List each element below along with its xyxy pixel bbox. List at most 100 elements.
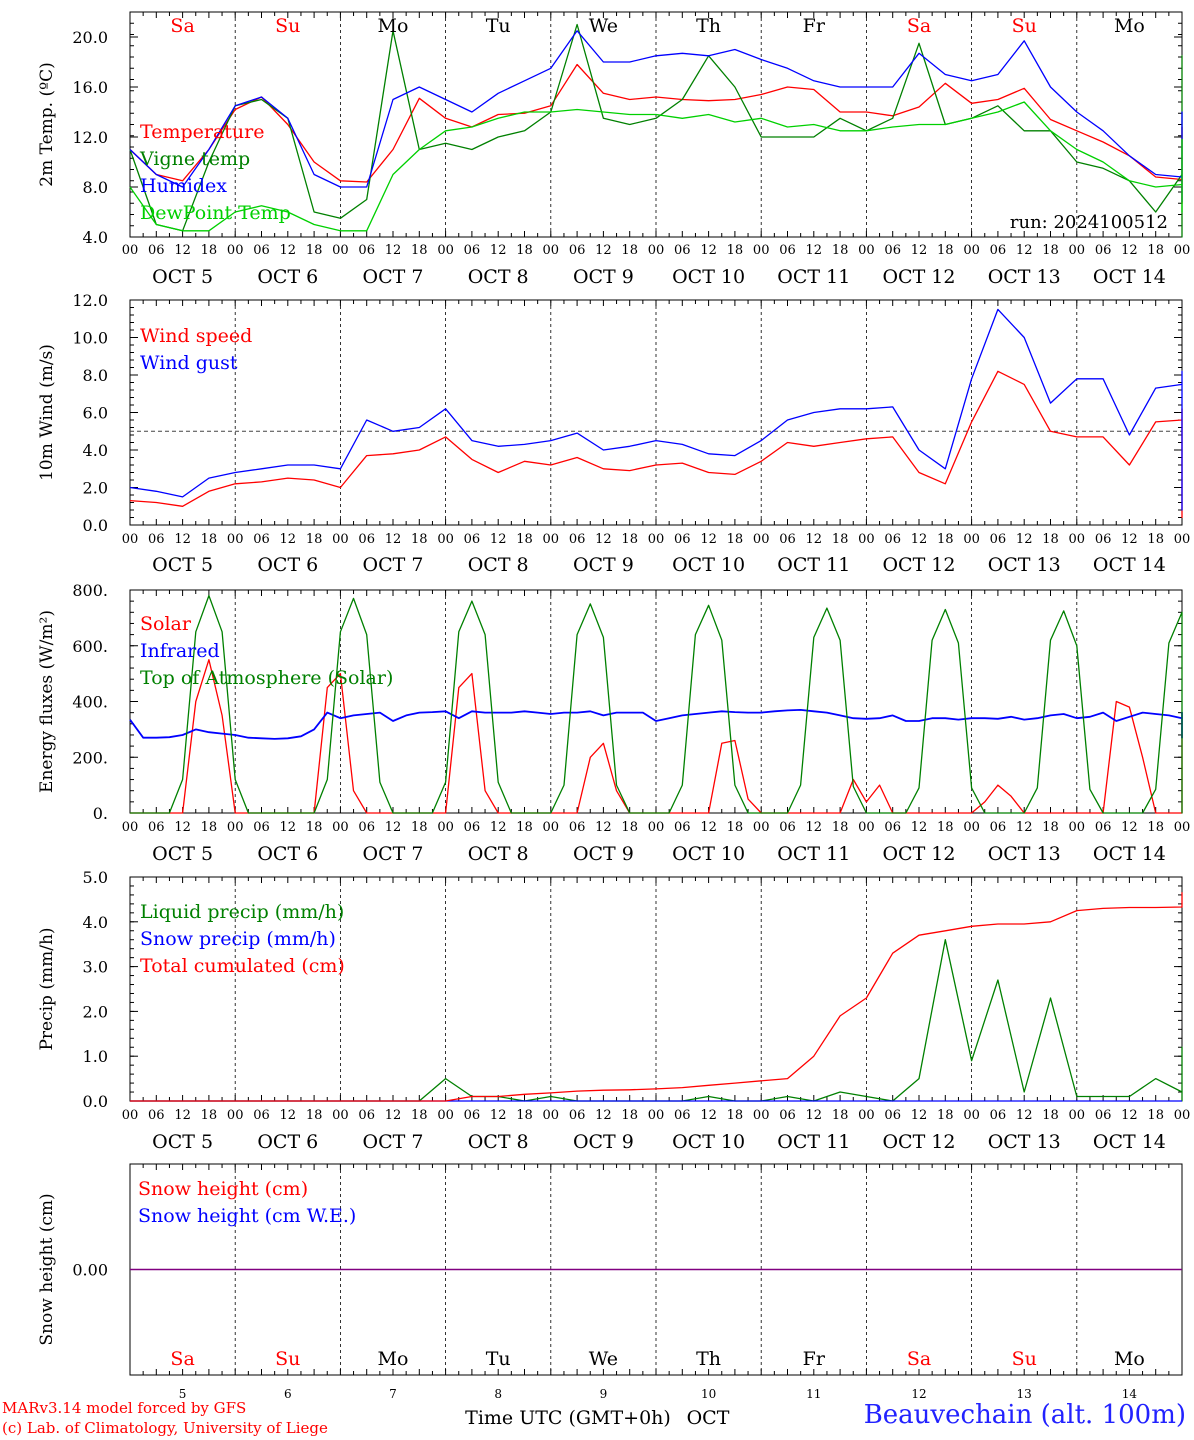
y-tick-label: 800. [72,581,108,600]
hour-tick-label: 18 [937,820,954,835]
y-tick-label: 0. [93,804,108,823]
hour-tick-label: 06 [674,1108,691,1123]
hour-tick-label: 18 [832,243,849,258]
legend-entry: Snow precip (mm/h) [140,928,336,950]
hour-tick-label: 00 [437,243,454,258]
y-tick-label: 0.0 [83,516,108,535]
day-name: Sa [170,15,194,37]
hour-tick-label: 18 [516,532,533,547]
series-solar [130,659,1183,814]
hour-tick-label: 06 [358,532,375,547]
hour-tick-label: 00 [122,820,139,835]
hour-tick-label: 06 [779,820,796,835]
y-tick-label: 4.0 [83,228,108,247]
hour-tick-label: 00 [753,243,770,258]
hour-tick-label: 06 [358,243,375,258]
day-name: Sa [907,1348,931,1370]
day-name: Su [275,15,300,37]
hour-tick-label: 18 [937,1108,954,1123]
day-name: Fr [803,15,826,37]
hour-tick-label: 00 [1174,243,1191,258]
hour-tick-label: 12 [806,1108,823,1123]
legend-entry: DewPoint Temp [140,202,291,224]
hour-tick-label: 06 [779,243,796,258]
panel-wind: 0.0 2.0 4.0 6.0 8.0 10.0 12.0 10m Wind (m/s) Win… [37,291,1190,576]
date-label: OCT 6 [257,554,318,576]
hour-tick-label: 12 [1016,532,1033,547]
y-tick-label: 400. [72,693,108,712]
hour-tick-label: 18 [1042,1108,1059,1123]
hour-tick-label: 18 [1147,243,1164,258]
date-label: OCT 8 [468,1131,529,1153]
legend-entry: Total cumulated (cm) [140,955,345,977]
hour-tick-label: 18 [832,532,849,547]
day-name: Th [696,1348,721,1370]
series-wind-gust [129,308,1183,511]
hour-tick-label: 12 [280,820,297,835]
day-name: Su [1012,15,1037,37]
date-label: OCT 6 [257,266,318,288]
hour-tick-label: 00 [1069,820,1086,835]
hour-tick-label: 18 [621,243,638,258]
hour-tick-label: 06 [674,532,691,547]
lab-credit: (c) Lab. of Climatology, University of L… [2,1419,328,1437]
day-name: Mo [1114,15,1145,37]
date-label: OCT 13 [988,554,1061,576]
hour-tick-label: 00 [543,1108,560,1123]
hour-tick-label: 12 [490,532,507,547]
hour-tick-label: 06 [569,1108,586,1123]
hour-tick-label: 06 [990,243,1007,258]
date-label: OCT 8 [468,554,529,576]
hour-tick-label: 00 [753,1108,770,1123]
hour-tick-label: 00 [122,243,139,258]
hour-tick-label: 18 [201,1108,218,1123]
hour-tick-label: 06 [1095,243,1112,258]
date-label: OCT 12 [882,554,955,576]
hour-tick-label: 06 [148,532,165,547]
day-name: Sa [907,15,931,37]
hour-tick-label: 12 [490,1108,507,1123]
hour-tick-label: 00 [227,820,244,835]
hour-tick-label: 12 [174,820,191,835]
hour-tick-label: 00 [227,532,244,547]
y-tick-label: 0.00 [72,1261,108,1280]
date-label: OCT 10 [672,266,745,288]
hour-tick-label: 00 [858,532,875,547]
hour-tick-label: 12 [911,243,928,258]
hour-tick-label: 18 [832,820,849,835]
hour-tick-label: 00 [543,532,560,547]
y-tick-label: 1.0 [83,1047,108,1066]
day-name: Tu [486,1348,511,1370]
hour-tick-label: 12 [174,1108,191,1123]
hour-tick-label: 18 [937,532,954,547]
hour-tick-label: 12 [1121,243,1138,258]
date-label: OCT 12 [882,266,955,288]
hour-tick-label: 12 [385,243,402,258]
hour-tick-label: 00 [648,243,665,258]
hour-tick-label: 06 [884,1108,901,1123]
hour-tick-label: 12 [595,1108,612,1123]
hour-tick-label: 06 [990,532,1007,547]
hour-tick-label: 18 [1042,532,1059,547]
hour-tick-label: 12 [1016,243,1033,258]
y-tick-label: 8.0 [83,366,108,385]
hour-tick-label: 00 [332,243,349,258]
hour-tick-label: 00 [1069,1108,1086,1123]
series-dewpoint-temp [129,101,1183,232]
day-number: 12 [911,1387,926,1401]
hour-tick-label: 18 [411,243,428,258]
hour-tick-label: 18 [1042,243,1059,258]
y-axis-label: 10m Wind (m/s) [37,344,57,481]
hour-tick-label: 12 [595,532,612,547]
y-tick-label: 2.0 [83,479,108,498]
date-label: OCT 7 [363,266,424,288]
hour-tick-label: 18 [306,1108,323,1123]
hour-tick-label: 06 [1095,1108,1112,1123]
hour-tick-label: 18 [411,532,428,547]
hour-tick-label: 06 [779,1108,796,1123]
hour-tick-label: 00 [122,1108,139,1123]
legend-entry: Wind speed [140,325,252,347]
date-label: OCT 7 [363,554,424,576]
hour-tick-label: 12 [385,820,402,835]
hour-tick-label: 18 [727,532,744,547]
